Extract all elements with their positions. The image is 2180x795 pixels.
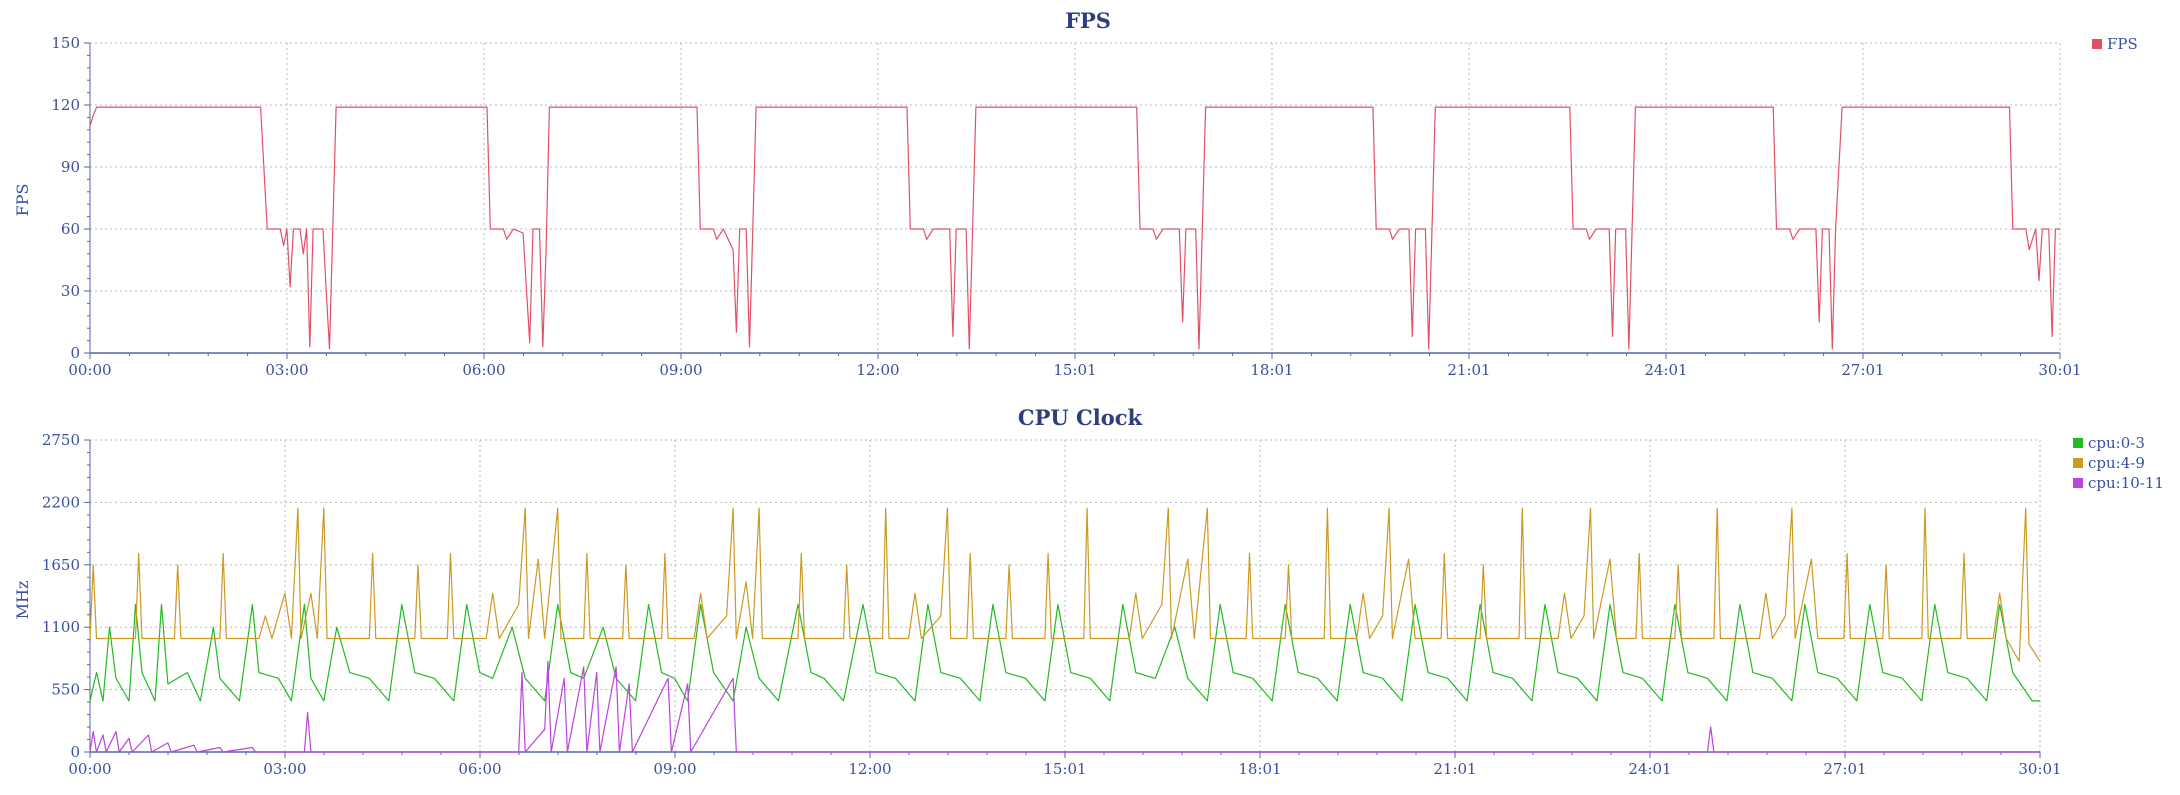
fps-chart-title: FPS bbox=[1065, 8, 1111, 33]
series-line-cpu-4-9 bbox=[89, 507, 2041, 662]
cpu-legend[interactable]: cpu:0-3 cpu:4-9 cpu:10-11 bbox=[2073, 434, 2164, 492]
fps-y-axis-label: FPS bbox=[13, 184, 32, 217]
cpu-y-tick-label: 1650 bbox=[42, 556, 80, 574]
series-line-cpu-10-11 bbox=[89, 660, 2040, 753]
series-line-fps bbox=[89, 106, 2060, 350]
cpu-x-tick-label: 03:00 bbox=[263, 760, 306, 778]
legend-item-cpu-4-9[interactable]: cpu:4-9 bbox=[2073, 454, 2145, 472]
fps-x-tick-label: 12:00 bbox=[856, 361, 899, 379]
legend-swatch bbox=[2092, 39, 2102, 49]
fps-gridlines bbox=[90, 42, 2061, 353]
cpu-clock-chart: CPU Clock MHz 2750 2200 1650 1100 550 0 00:00… bbox=[13, 405, 2164, 778]
cpu-x-tick-label: 18:01 bbox=[1238, 760, 1281, 778]
cpu-x-tick-label: 12:00 bbox=[848, 760, 891, 778]
fps-y-ticks: 150 120 90 60 30 0 bbox=[51, 34, 90, 362]
fps-y-tick-label: 90 bbox=[61, 158, 80, 176]
cpu-x-tick-label: 24:01 bbox=[1628, 760, 1671, 778]
fps-y-tick-label: 120 bbox=[51, 96, 80, 114]
legend-item-fps[interactable]: FPS bbox=[2092, 35, 2138, 53]
fps-x-tick-label: 18:01 bbox=[1250, 361, 1293, 379]
cpu-y-tick-label: 2750 bbox=[42, 431, 80, 449]
legend-swatch bbox=[2073, 458, 2083, 468]
legend-label: cpu:4-9 bbox=[2088, 454, 2145, 472]
fps-x-tick-label: 00:00 bbox=[68, 361, 111, 379]
cpu-chart-title: CPU Clock bbox=[1018, 405, 1143, 430]
cpu-gridlines bbox=[90, 439, 2041, 752]
legend-swatch bbox=[2073, 438, 2083, 448]
cpu-x-ticks: 00:00 03:00 06:00 09:00 12:00 15:01 18:01 21:01… bbox=[68, 752, 2062, 778]
cpu-y-tick-label: 0 bbox=[70, 743, 80, 761]
fps-y-tick-label: 60 bbox=[61, 220, 80, 238]
cpu-y-axis-label: MHz bbox=[13, 581, 32, 620]
fps-y-tick-label: 30 bbox=[61, 282, 80, 300]
fps-x-tick-label: 27:01 bbox=[1841, 361, 1884, 379]
cpu-y-tick-label: 2200 bbox=[42, 493, 80, 511]
legend-label: cpu:10-11 bbox=[2088, 474, 2164, 492]
fps-x-tick-label: 06:00 bbox=[462, 361, 505, 379]
legend-label: FPS bbox=[2107, 35, 2138, 53]
fps-x-tick-label: 09:00 bbox=[659, 361, 702, 379]
cpu-series bbox=[89, 507, 2041, 753]
cpu-x-tick-label: 06:00 bbox=[458, 760, 501, 778]
cpu-x-tick-label: 27:01 bbox=[1823, 760, 1866, 778]
fps-x-tick-label: 15:01 bbox=[1053, 361, 1096, 379]
legend-item-cpu-10-11[interactable]: cpu:10-11 bbox=[2073, 474, 2164, 492]
fps-y-tick-label: 0 bbox=[70, 344, 80, 362]
cpu-x-tick-label: 09:00 bbox=[653, 760, 696, 778]
fps-legend[interactable]: FPS bbox=[2092, 35, 2138, 53]
cpu-y-tick-label: 550 bbox=[51, 681, 80, 699]
legend-label: cpu:0-3 bbox=[2088, 434, 2145, 452]
fps-x-ticks: 00:00 03:00 06:00 09:00 12:00 15:01 18:01 21:01… bbox=[68, 353, 2082, 379]
fps-x-tick-label: 24:01 bbox=[1644, 361, 1687, 379]
fps-x-tick-label: 30:01 bbox=[2038, 361, 2081, 379]
fps-chart: FPS FPS 150 120 90 60 30 0 00:00 03:00 06:00 09:… bbox=[13, 8, 2138, 379]
fps-x-tick-label: 21:01 bbox=[1447, 361, 1490, 379]
legend-swatch bbox=[2073, 478, 2083, 488]
fps-y-tick-label: 150 bbox=[51, 34, 80, 52]
fps-x-tick-label: 03:00 bbox=[265, 361, 308, 379]
fps-series bbox=[89, 106, 2060, 350]
cpu-x-tick-label: 00:00 bbox=[68, 760, 111, 778]
legend-item-cpu-0-3[interactable]: cpu:0-3 bbox=[2073, 434, 2145, 452]
cpu-x-tick-label: 30:01 bbox=[2018, 760, 2061, 778]
cpu-y-tick-label: 1100 bbox=[42, 618, 80, 636]
cpu-x-tick-label: 15:01 bbox=[1043, 760, 1086, 778]
cpu-x-tick-label: 21:01 bbox=[1433, 760, 1476, 778]
cpu-y-ticks: 2750 2200 1650 1100 550 0 bbox=[42, 431, 90, 761]
series-line-cpu-0-3 bbox=[89, 603, 2040, 702]
